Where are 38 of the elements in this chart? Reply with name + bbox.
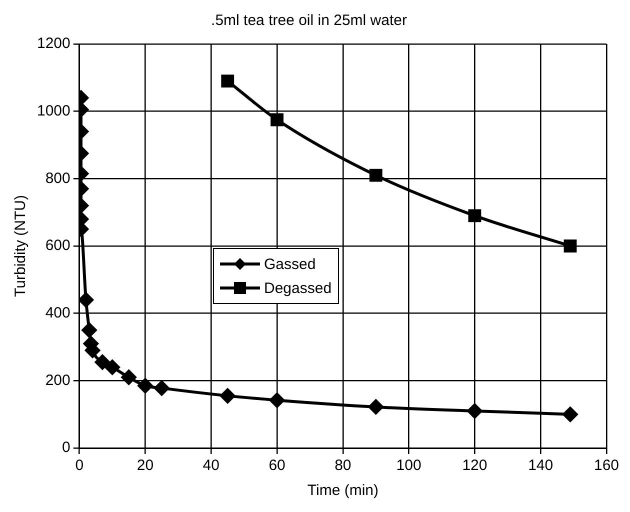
point [154,380,170,396]
x-axis-title: Time (min) [307,482,378,500]
y-tick-label: 0 [62,439,70,456]
point [79,292,94,308]
x-tick-label: 40 [202,457,220,474]
chart-title: .5ml tea tree oil in 25ml water [211,12,407,30]
x-tick-label: 100 [396,457,422,474]
point [564,240,577,252]
point [467,403,482,418]
y-tick-label: 800 [45,170,70,187]
y-axis-title: Turbidity (NTU) [12,195,30,297]
x-tick-label: 0 [75,457,84,474]
point [138,378,153,394]
point [368,399,384,414]
point [270,392,285,408]
x-tick-label: 160 [594,457,619,474]
y-tick-label: 600 [45,237,70,254]
legend-label: Degassed [264,280,332,296]
x-tick-label: 20 [136,457,154,474]
point [82,322,97,338]
point [221,74,234,88]
point [468,209,482,222]
x-tick-label: 80 [334,457,352,474]
x-tick-label: 60 [268,457,286,474]
point [94,354,110,370]
point [104,360,120,375]
x-tick-label: 140 [528,457,554,474]
x-tick-label: 120 [462,457,488,474]
y-tick-label: 1000 [36,102,70,120]
y-tick-label: 1200 [36,35,70,52]
point [369,168,382,182]
point [270,113,284,126]
y-tick-label: 400 [45,304,70,322]
point [562,406,578,422]
point [220,388,236,404]
point [121,370,136,385]
y-tick-label: 200 [45,372,70,389]
legend-label: Gassed [264,256,316,272]
